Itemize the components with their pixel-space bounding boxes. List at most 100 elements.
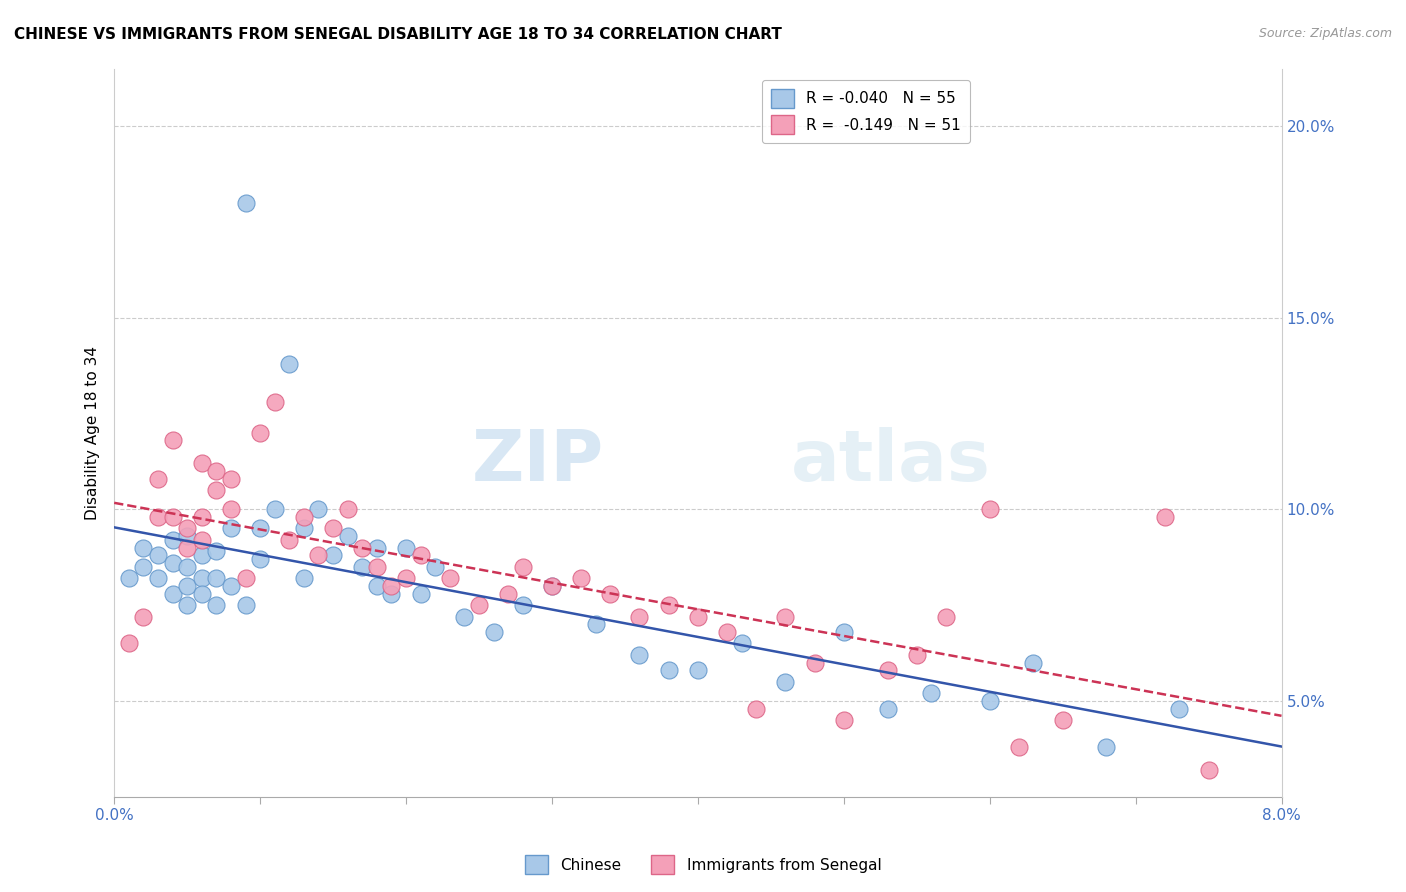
Point <box>366 559 388 574</box>
Point <box>512 559 534 574</box>
Text: Source: ZipAtlas.com: Source: ZipAtlas.com <box>1258 27 1392 40</box>
Point <box>803 656 825 670</box>
Point <box>205 571 228 585</box>
Point <box>292 571 315 585</box>
Point <box>425 559 447 574</box>
Point <box>541 579 564 593</box>
Point <box>132 541 155 555</box>
Point <box>775 674 797 689</box>
Point <box>162 509 184 524</box>
Point <box>176 521 198 535</box>
Legend: R = -0.040   N = 55, R =  -0.149   N = 51: R = -0.040 N = 55, R = -0.149 N = 51 <box>762 79 970 143</box>
Point <box>249 552 271 566</box>
Point <box>219 472 242 486</box>
Point <box>263 395 285 409</box>
Point <box>235 598 257 612</box>
Point <box>146 571 169 585</box>
Point <box>336 502 359 516</box>
Point <box>1052 713 1074 727</box>
Point <box>308 502 330 516</box>
Point <box>308 548 330 562</box>
Point <box>541 579 564 593</box>
Point <box>162 586 184 600</box>
Point <box>219 579 242 593</box>
Point <box>176 529 198 543</box>
Point <box>278 357 301 371</box>
Point <box>352 559 374 574</box>
Y-axis label: Disability Age 18 to 34: Disability Age 18 to 34 <box>86 345 100 520</box>
Point <box>876 663 898 677</box>
Point <box>190 509 212 524</box>
Point <box>775 609 797 624</box>
Point <box>292 509 315 524</box>
Point <box>219 521 242 535</box>
Text: CHINESE VS IMMIGRANTS FROM SENEGAL DISABILITY AGE 18 TO 34 CORRELATION CHART: CHINESE VS IMMIGRANTS FROM SENEGAL DISAB… <box>14 27 782 42</box>
Point <box>979 694 1001 708</box>
Point <box>190 571 212 585</box>
Point <box>658 598 681 612</box>
Point <box>832 624 855 639</box>
Point <box>249 425 271 440</box>
Point <box>205 483 228 497</box>
Point <box>292 521 315 535</box>
Point <box>920 686 942 700</box>
Point <box>235 571 257 585</box>
Point <box>468 598 491 612</box>
Point <box>628 648 651 662</box>
Point <box>176 559 198 574</box>
Point <box>366 541 388 555</box>
Point <box>132 559 155 574</box>
Point <box>162 434 184 448</box>
Point <box>176 598 198 612</box>
Point <box>322 521 344 535</box>
Point <box>190 533 212 547</box>
Point <box>395 541 418 555</box>
Point <box>190 586 212 600</box>
Point <box>205 598 228 612</box>
Point <box>1095 739 1118 754</box>
Legend: Chinese, Immigrants from Senegal: Chinese, Immigrants from Senegal <box>519 849 887 880</box>
Point <box>716 624 738 639</box>
Point <box>876 701 898 715</box>
Point <box>905 648 928 662</box>
Point <box>205 544 228 558</box>
Point <box>395 571 418 585</box>
Point <box>979 502 1001 516</box>
Point <box>585 617 607 632</box>
Point <box>235 195 257 210</box>
Point <box>599 586 621 600</box>
Point <box>730 636 752 650</box>
Point <box>190 456 212 470</box>
Point <box>176 541 198 555</box>
Point <box>935 609 957 624</box>
Point <box>132 609 155 624</box>
Point <box>190 548 212 562</box>
Point <box>380 579 402 593</box>
Point <box>263 502 285 516</box>
Point <box>249 521 271 535</box>
Point <box>512 598 534 612</box>
Point <box>1168 701 1191 715</box>
Point <box>146 548 169 562</box>
Point <box>380 586 402 600</box>
Point <box>686 609 709 624</box>
Point <box>146 472 169 486</box>
Point <box>162 556 184 570</box>
Point <box>352 541 374 555</box>
Point <box>366 579 388 593</box>
Point <box>219 502 242 516</box>
Point <box>205 464 228 478</box>
Point <box>409 586 432 600</box>
Point <box>496 586 519 600</box>
Point <box>628 609 651 624</box>
Point <box>686 663 709 677</box>
Point <box>745 701 768 715</box>
Point <box>146 509 169 524</box>
Point <box>409 548 432 562</box>
Point <box>453 609 475 624</box>
Point <box>118 571 141 585</box>
Point <box>658 663 681 677</box>
Point <box>832 713 855 727</box>
Point <box>1153 509 1175 524</box>
Point <box>278 533 301 547</box>
